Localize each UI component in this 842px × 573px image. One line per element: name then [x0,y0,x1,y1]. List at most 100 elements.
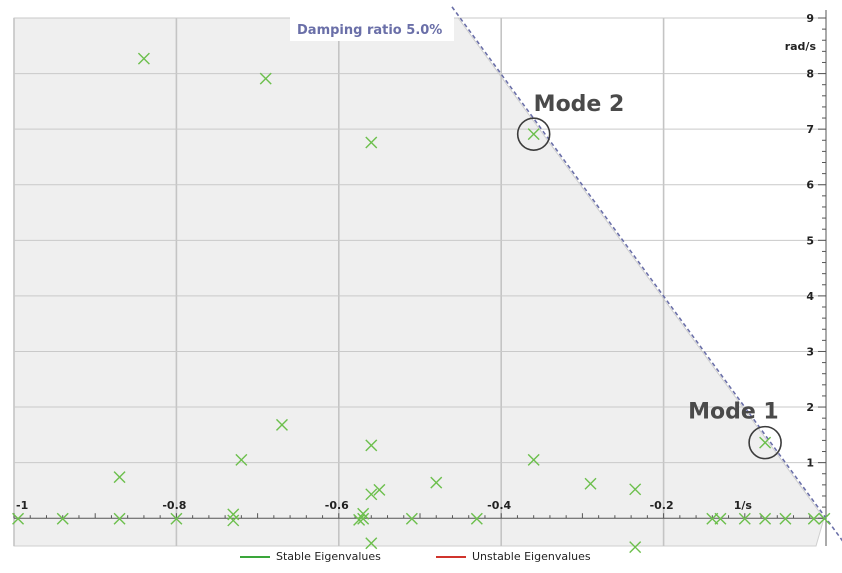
eigenvalue-marker [259,72,272,85]
y-tick-label: 5 [806,234,814,247]
eigenvalue-marker [738,512,751,525]
eigenvalue-marker [137,52,150,65]
marker-stroke [470,512,483,525]
eigenvalue-marker [779,512,792,525]
eigenvalue-marker [56,512,69,525]
marker-stroke [170,512,183,525]
mode-circle-1 [748,425,782,460]
marker-stroke [759,436,772,449]
marker-stroke [629,541,642,554]
marker-stroke [779,512,792,525]
x-tick-label: -0.2 [650,499,674,512]
mode-annotations: Mode 1 Mode 2 [516,92,782,460]
y-tick-label: 1 [806,457,814,470]
marker-stroke [527,453,540,466]
marker-stroke [527,128,540,141]
marker-stroke [56,512,69,525]
eigenvalue-marker [759,512,772,525]
y-tick-label: 6 [806,179,814,192]
eigenvalue-marker [430,476,443,489]
eigenvalue-marker [759,436,772,449]
marker-stroke [12,512,25,525]
marker-stroke [807,512,820,525]
eigenvalue-points [12,52,831,554]
legend: Stable Eigenvalues Unstable Eigenvalues [0,550,842,568]
marker-stroke [365,537,378,550]
tick-labels: -1 -0.8 -0.6 -0.4 -0.2 1/s 1 2 3 4 5 6 7 8 9 rad/s [16,12,816,512]
marker-stroke [405,512,418,525]
y-axis-unit: rad/s [785,40,817,53]
x-tick-label: -0.4 [487,499,511,512]
eigenvalue-marker [629,541,642,554]
damping-label: Damping ratio 5.0% [297,23,442,38]
marker-stroke [353,513,366,526]
marker-stroke [373,483,386,496]
y-tick-label: 4 [806,290,814,303]
y-tick-label: 2 [806,401,814,414]
legend-label-unstable: Unstable Eigenvalues [472,550,591,563]
legend-item-stable[interactable]: Stable Eigenvalues [240,550,381,563]
marker-stroke [365,136,378,149]
eigenvalue-marker [365,537,378,550]
y-tick-label: 8 [806,68,814,81]
axes [13,10,827,546]
marker-stroke [275,418,288,431]
marker-stroke [365,488,378,501]
marker-stroke [113,512,126,525]
marker-stroke [357,512,370,525]
eigenvalue-marker [629,483,642,496]
x-axis-unit: 1/s [734,499,753,512]
eigenvalue-marker [365,488,378,501]
marker-stroke [818,512,831,525]
marker-stroke [357,507,370,520]
legend-swatch-stable [240,555,270,558]
stable-region-shading [13,17,825,547]
y-tick-label: 9 [806,12,814,25]
eigenvalue-marker [365,136,378,149]
mode-circle-2 [516,117,551,151]
legend-item-unstable[interactable]: Unstable Eigenvalues [436,550,591,563]
marker-stroke [227,508,240,521]
eigenvalue-marker [373,483,386,496]
marker-stroke [227,514,240,527]
eigenvalue-marker [365,439,378,452]
marker-stroke [584,477,597,490]
mode-label-2: Mode 2 [534,92,625,117]
eigenvalue-marker [275,418,288,431]
eigenvalue-marker [170,512,183,525]
marker-stroke [430,476,443,489]
eigenvalue-marker [12,512,25,525]
eigenvalue-marker [357,512,370,525]
x-tick-label: -1 [16,499,28,512]
marker-stroke [759,512,772,525]
x-tick-label: -0.8 [162,499,186,512]
marker-stroke [137,52,150,65]
legend-label-stable: Stable Eigenvalues [276,550,381,563]
eigenvalue-marker [527,128,540,141]
x-tick-label: -0.6 [325,499,349,512]
marker-stroke [738,512,751,525]
eigenvalue-marker [470,512,483,525]
eigenvalue-marker [527,453,540,466]
eigenvalue-marker [113,471,126,484]
eigenvalue-marker [227,508,240,521]
marker-stroke [113,471,126,484]
damping-ratio-line: Damping ratio 5.0% [290,6,842,542]
damping-label-box [290,17,454,41]
marker-stroke [629,483,642,496]
marker-stroke [259,72,272,85]
eigenvalue-marker [584,477,597,490]
eigenvalue-marker [353,513,366,526]
damping-ratio-line-path [451,6,842,542]
eigenvalue-marker [818,512,831,525]
marker-stroke [235,453,248,466]
eigenvalue-marker [405,512,418,525]
marker-stroke [714,512,727,525]
eigenvalue-marker [235,453,248,466]
stable-region [13,17,825,547]
marker-stroke [365,439,378,452]
legend-swatch-unstable [436,555,466,558]
eigenvalue-marker [357,507,370,520]
eigenvalue-marker [714,512,727,525]
